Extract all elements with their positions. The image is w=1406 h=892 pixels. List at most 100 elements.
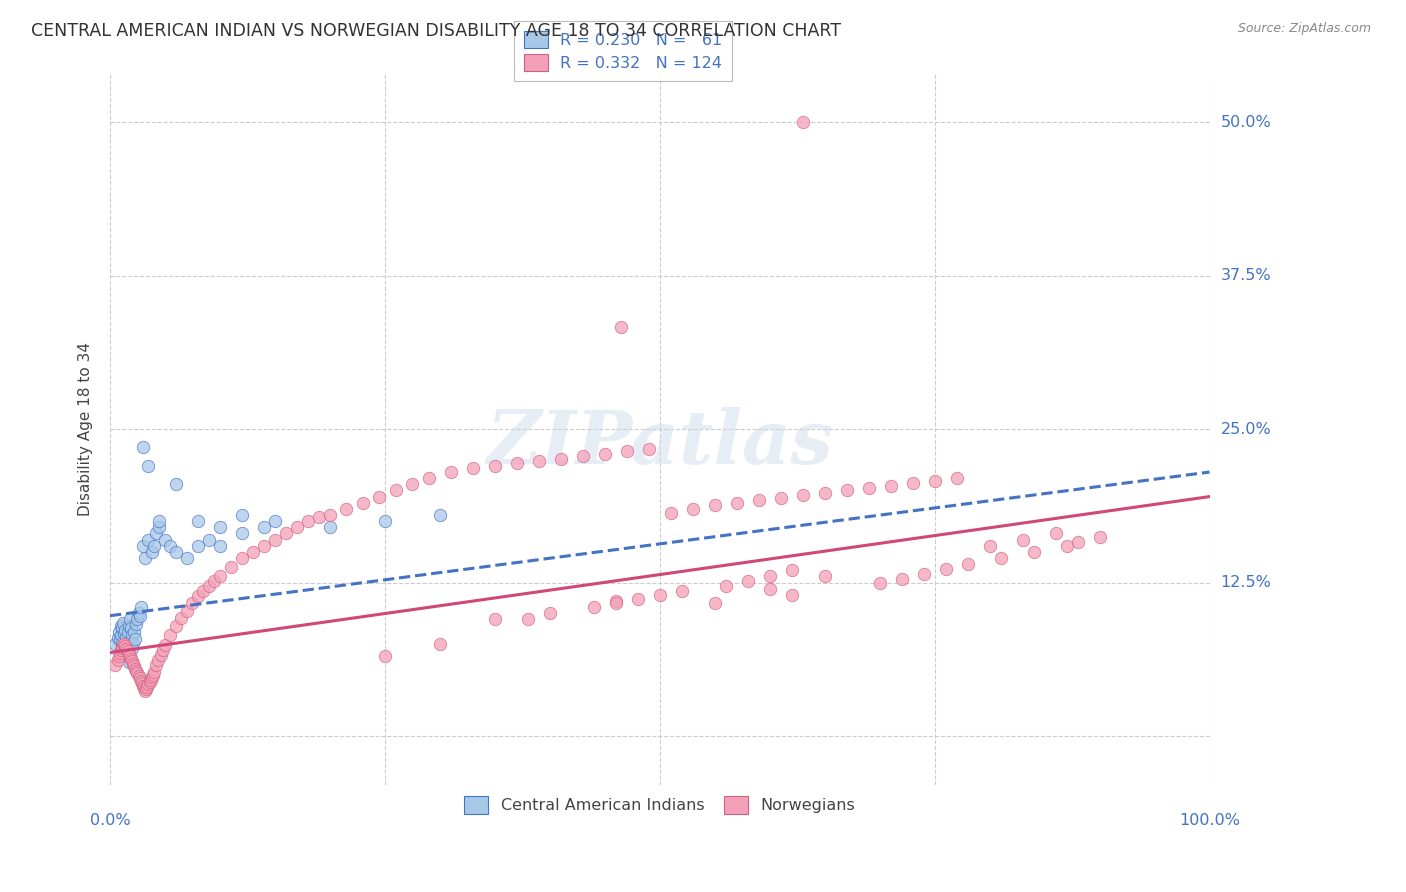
Point — [127, 666, 149, 681]
Point — [869, 575, 891, 590]
Point — [593, 447, 616, 461]
Point — [141, 545, 163, 559]
Point — [429, 637, 451, 651]
Point — [165, 545, 187, 559]
Point — [231, 508, 253, 522]
Point — [122, 659, 145, 673]
Point — [122, 624, 145, 639]
Point — [263, 533, 285, 547]
Point — [714, 579, 737, 593]
Point — [792, 488, 814, 502]
Point — [352, 496, 374, 510]
Point — [924, 474, 946, 488]
Point — [912, 566, 935, 581]
Point — [129, 673, 152, 688]
Point — [107, 649, 129, 664]
Point — [121, 654, 143, 668]
Point — [110, 628, 132, 642]
Point — [112, 640, 135, 655]
Point — [550, 451, 572, 466]
Point — [627, 591, 650, 606]
Point — [107, 624, 129, 639]
Point — [138, 677, 160, 691]
Point — [112, 626, 135, 640]
Point — [671, 584, 693, 599]
Point — [138, 533, 160, 547]
Point — [285, 520, 308, 534]
Point — [368, 490, 391, 504]
Point — [945, 471, 967, 485]
Point — [135, 682, 157, 697]
Point — [484, 458, 506, 473]
Point — [263, 514, 285, 528]
Point — [138, 458, 160, 473]
Point — [152, 643, 174, 657]
Point — [208, 520, 231, 534]
Point — [780, 563, 803, 577]
Point — [374, 514, 396, 528]
Point — [112, 638, 135, 652]
Point — [139, 673, 162, 687]
Point — [128, 669, 150, 683]
Point — [703, 498, 725, 512]
Point — [198, 579, 221, 593]
Point — [187, 539, 209, 553]
Point — [159, 628, 181, 642]
Point — [582, 600, 605, 615]
Point — [890, 572, 912, 586]
Point — [319, 508, 342, 522]
Text: 0.0%: 0.0% — [90, 813, 131, 828]
Point — [118, 649, 141, 664]
Point — [107, 653, 129, 667]
Point — [136, 680, 159, 694]
Point — [616, 444, 638, 458]
Point — [193, 584, 215, 599]
Point — [319, 520, 342, 534]
Point — [104, 657, 127, 672]
Point — [117, 649, 139, 664]
Point — [748, 493, 770, 508]
Point — [208, 569, 231, 583]
Text: 37.5%: 37.5% — [1220, 268, 1271, 283]
Point — [979, 539, 1001, 553]
Point — [335, 501, 357, 516]
Point — [120, 621, 142, 635]
Text: ZIPatlas: ZIPatlas — [486, 407, 834, 480]
Point — [142, 667, 165, 681]
Point — [142, 665, 165, 680]
Point — [112, 616, 135, 631]
Point — [814, 569, 837, 583]
Point — [571, 449, 593, 463]
Point — [208, 539, 231, 553]
Point — [1022, 545, 1045, 559]
Point — [401, 477, 423, 491]
Point — [835, 483, 858, 498]
Point — [637, 442, 659, 456]
Point — [114, 640, 136, 654]
Point — [117, 624, 139, 639]
Point — [461, 461, 484, 475]
Point — [725, 496, 748, 510]
Text: Source: ZipAtlas.com: Source: ZipAtlas.com — [1237, 22, 1371, 36]
Point — [148, 653, 170, 667]
Point — [202, 574, 225, 589]
Point — [506, 457, 529, 471]
Point — [935, 562, 957, 576]
Point — [165, 477, 187, 491]
Point — [117, 644, 139, 658]
Point — [132, 679, 155, 693]
Point — [114, 624, 136, 638]
Point — [605, 594, 627, 608]
Point — [110, 618, 132, 632]
Point — [131, 676, 153, 690]
Point — [128, 607, 150, 621]
Point — [129, 600, 152, 615]
Point — [111, 636, 134, 650]
Point — [242, 545, 264, 559]
Point — [117, 656, 139, 670]
Point — [121, 628, 143, 642]
Point — [112, 637, 135, 651]
Point — [1088, 530, 1111, 544]
Point — [879, 478, 901, 492]
Point — [769, 491, 792, 505]
